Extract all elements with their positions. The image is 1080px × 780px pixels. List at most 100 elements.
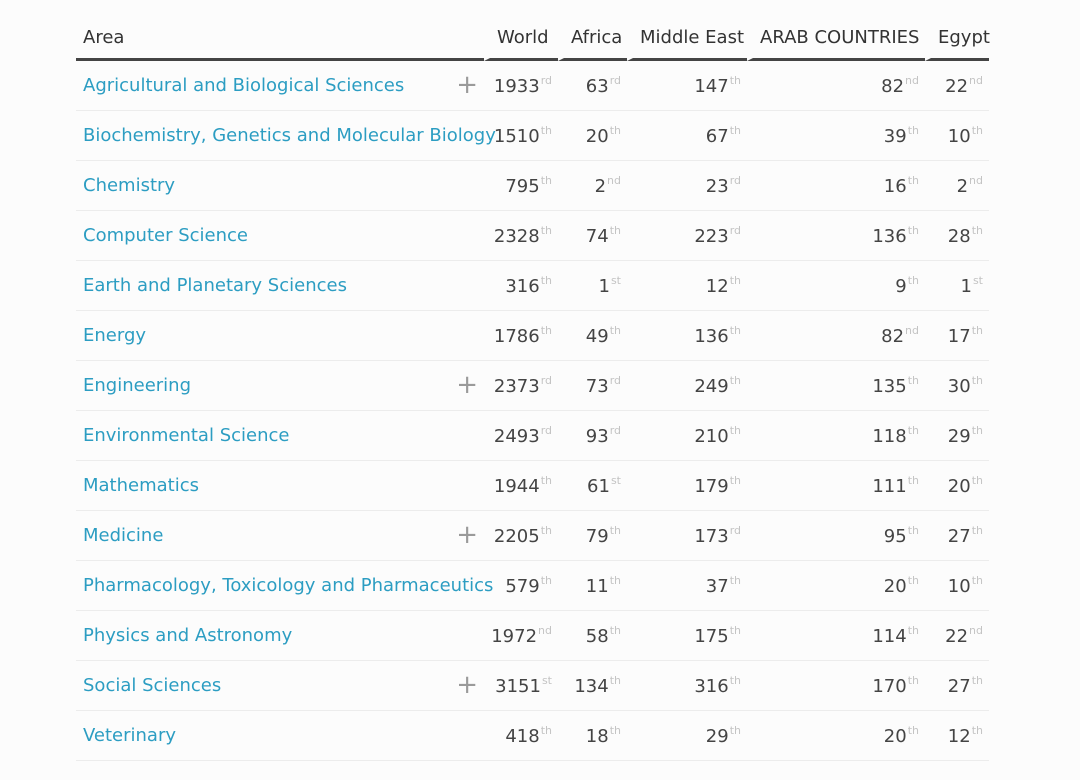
arab-countries-rank-suffix: th [907,274,919,287]
plus-icon[interactable]: + [456,370,478,400]
arab-countries-rank-suffix: th [907,674,919,687]
arab-countries-rank: 39 [883,126,907,147]
africa-rank-suffix: rd [609,374,621,387]
middle-east-rank-suffix: th [729,74,741,87]
egypt-rank-suffix: th [971,424,983,437]
egypt-rank-suffix: th [971,574,983,587]
table-row: Agricultural and Biological Sciences +193… [76,61,989,111]
egypt-rank-cell: 30th [925,361,989,411]
middle-east-rank-suffix: th [729,574,741,587]
area-link[interactable]: Pharmacology, Toxicology and Pharmaceuti… [83,575,494,596]
egypt-rank: 27 [947,676,971,697]
world-rank-cell: 795th [484,161,558,211]
area-cell: Pharmacology, Toxicology and Pharmaceuti… [76,561,493,611]
africa-rank: 93 [585,426,609,447]
africa-rank-cell: 18th [558,711,627,761]
africa-rank-cell: 49th [558,311,627,361]
plus-icon[interactable]: + [456,520,478,550]
arab-countries-rank: 9 [895,276,907,297]
egypt-rank-suffix: th [971,124,983,137]
area-cell: Medicine + [76,511,484,561]
africa-rank: 11 [585,576,609,597]
world-rank-suffix: th [540,574,552,587]
world-rank: 579 [505,576,540,597]
plus-icon[interactable]: + [456,70,478,100]
plus-icon[interactable]: + [456,670,478,700]
world-rank-suffix: th [540,174,552,187]
africa-rank-suffix: th [609,524,621,537]
world-rank-suffix: rd [540,424,552,437]
world-rank: 2328 [493,226,540,247]
africa-rank-cell: 61st [558,461,627,511]
middle-east-rank-cell: 173rd [627,511,747,561]
arab-countries-rank: 114 [872,626,907,647]
africa-rank-suffix: th [609,124,621,137]
africa-rank-cell: 134th [558,661,627,711]
world-rank: 1510 [493,126,540,147]
egypt-rank-suffix: th [971,324,983,337]
arab-countries-rank-suffix: th [907,724,919,737]
middle-east-rank-cell: 29th [627,711,747,761]
area-link[interactable]: Chemistry [83,175,176,196]
arab-countries-rank: 135 [872,376,907,397]
africa-rank-suffix: rd [609,424,621,437]
africa-rank-cell: 20th [558,111,627,161]
world-rank: 3151 [495,676,541,697]
table-row: Energy 1786th 49th 136th 82nd 17th [76,311,989,361]
area-link[interactable]: Earth and Planetary Sciences [83,275,347,296]
egypt-rank-cell: 22nd [925,61,989,111]
arab-countries-rank-cell: 20th [747,711,925,761]
middle-east-rank: 173 [694,526,729,547]
africa-rank-cell: 11th [558,561,627,611]
world-rank-cell: 2373rd [484,361,558,411]
area-link[interactable]: Physics and Astronomy [83,625,293,646]
middle-east-rank-cell: 210th [627,411,747,461]
arab-countries-rank-cell: 82nd [747,61,925,111]
area-link[interactable]: Mathematics [83,475,199,496]
world-rank: 1933 [493,76,540,97]
middle-east-rank-suffix: rd [729,524,741,537]
egypt-rank-suffix: th [971,224,983,237]
middle-east-rank-suffix: th [729,424,741,437]
area-link[interactable]: Environmental Science [83,425,290,446]
middle-east-rank: 316 [694,676,729,697]
world-rank: 795 [505,176,540,197]
egypt-rank-cell: 17th [925,311,989,361]
area-link[interactable]: Agricultural and Biological Sciences [83,75,405,96]
africa-rank-suffix: th [609,674,621,687]
egypt-rank-cell: 22nd [925,611,989,661]
africa-rank-suffix: st [610,274,621,287]
egypt-rank-cell: 20th [925,461,989,511]
world-rank-suffix: rd [540,374,552,387]
arab-countries-rank-suffix: th [907,174,919,187]
arab-countries-rank-cell: 135th [747,361,925,411]
middle-east-rank-suffix: rd [729,224,741,237]
area-link[interactable]: Computer Science [83,225,248,246]
area-cell: Social Sciences + [76,661,484,711]
egypt-rank-suffix: th [971,374,983,387]
area-link[interactable]: Veterinary [83,725,177,746]
area-cell: Mathematics [76,461,484,511]
egypt-rank-suffix: nd [969,624,983,637]
area-link[interactable]: Engineering [83,375,191,396]
area-link[interactable]: Medicine [83,525,164,546]
area-link[interactable]: Social Sciences [83,675,222,696]
area-link[interactable]: Energy [83,325,147,346]
arab-countries-rank-suffix: th [907,574,919,587]
middle-east-rank: 29 [705,726,729,747]
area-cell: Engineering + [76,361,484,411]
egypt-rank: 28 [947,226,971,247]
arab-countries-rank-cell: 9th [747,261,925,311]
africa-rank: 20 [585,126,609,147]
middle-east-rank-suffix: th [729,374,741,387]
arab-countries-rank: 20 [883,576,907,597]
middle-east-rank-suffix: th [729,124,741,137]
area-link[interactable]: Biochemistry, Genetics and Molecular Bio… [83,125,496,146]
world-rank-cell: 2328th [484,211,558,261]
middle-east-rank: 223 [694,226,729,247]
egypt-rank-cell: 10th [925,111,989,161]
middle-east-rank-cell: 249th [627,361,747,411]
arab-countries-rank-cell: 20th [747,561,925,611]
africa-rank-suffix: th [609,624,621,637]
egypt-rank: 2 [956,176,969,197]
